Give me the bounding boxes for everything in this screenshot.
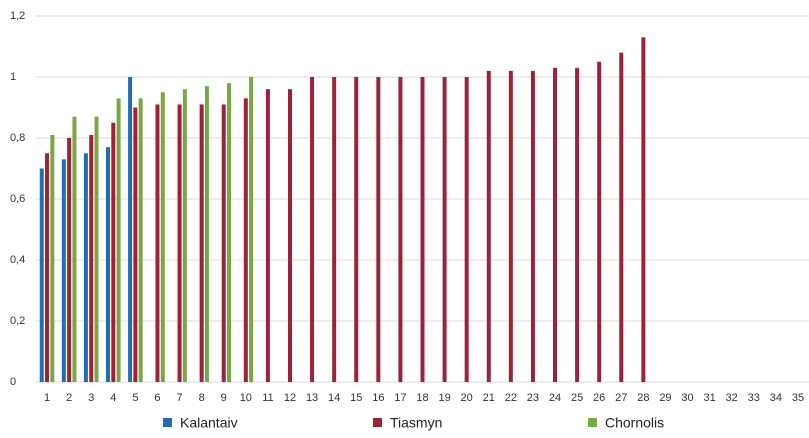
bar <box>508 70 513 383</box>
x-tick-label: 4 <box>110 392 116 404</box>
bar <box>376 77 381 382</box>
x-tick-label: 8 <box>199 392 205 404</box>
bar <box>243 98 248 382</box>
bar <box>50 134 55 382</box>
y-tick-label: 0,6 <box>10 193 25 205</box>
bar <box>530 70 535 383</box>
x-tick-label: 13 <box>306 392 318 404</box>
legend-label: Tiasmyn <box>390 415 442 431</box>
x-tick-label: 27 <box>615 392 627 404</box>
x-tick-label: 7 <box>176 392 182 404</box>
x-tick-label: 14 <box>328 392 340 404</box>
x-tick-label: 1 <box>44 392 50 404</box>
bar <box>67 138 72 382</box>
y-tick-label: 0 <box>10 376 16 388</box>
bar <box>199 104 204 382</box>
x-tick-label: 33 <box>748 392 760 404</box>
x-tick-label: 2 <box>66 392 72 404</box>
bar <box>39 168 44 382</box>
x-tick-label: 34 <box>770 392 782 404</box>
bar <box>116 98 121 382</box>
x-tick-label: 11 <box>262 392 273 404</box>
y-tick-label: 0,2 <box>10 315 25 327</box>
bar <box>553 67 558 382</box>
y-tick-label: 0,8 <box>10 132 25 144</box>
x-tick-label: 5 <box>132 392 138 404</box>
legend-swatch <box>373 418 382 427</box>
x-tick-label: 21 <box>483 392 495 404</box>
y-tick-label: 1 <box>10 71 16 83</box>
bar <box>310 77 315 382</box>
bar <box>204 86 209 383</box>
bar <box>227 83 232 382</box>
x-tick-label: 23 <box>527 392 539 404</box>
legend-label: Chornolis <box>605 415 664 431</box>
bar <box>420 77 425 382</box>
x-tick-label: 26 <box>593 392 605 404</box>
legend-label: Kalantaiv <box>180 415 238 431</box>
x-tick-label: 12 <box>284 392 296 404</box>
x-tick-label: 10 <box>240 392 252 404</box>
bar <box>442 77 447 382</box>
bar <box>155 104 160 382</box>
bar <box>106 147 110 382</box>
bar <box>398 77 403 382</box>
bar <box>45 153 50 382</box>
x-tick-label: 15 <box>350 392 362 404</box>
y-tick-label: 0,4 <box>10 254 25 266</box>
x-tick-label: 24 <box>549 392 561 404</box>
bar <box>265 89 270 382</box>
bar <box>354 77 359 382</box>
bar <box>83 153 88 382</box>
x-tick-label: 17 <box>394 392 406 404</box>
bar <box>287 89 292 382</box>
bar <box>160 92 165 382</box>
x-tick-label: 20 <box>461 392 473 404</box>
x-tick-label: 31 <box>703 392 715 404</box>
bar <box>464 77 469 382</box>
bar <box>72 116 77 383</box>
x-tick-label: 18 <box>416 392 428 404</box>
bar <box>94 116 99 383</box>
x-tick-label: 29 <box>659 392 671 404</box>
x-tick-label: 19 <box>438 392 450 404</box>
bar <box>597 61 602 382</box>
x-tick-label: 3 <box>88 392 94 404</box>
bar <box>486 70 491 383</box>
y-tick-label: 1,2 <box>10 10 25 22</box>
x-tick-label: 6 <box>154 392 160 404</box>
bar <box>575 67 580 382</box>
x-tick-label: 25 <box>571 392 583 404</box>
bar <box>177 104 182 382</box>
x-tick-label: 35 <box>792 392 804 404</box>
bar <box>111 122 116 382</box>
bar <box>133 107 138 382</box>
bar <box>249 77 254 382</box>
bar <box>138 98 143 382</box>
legend-swatch <box>163 418 172 427</box>
bar <box>61 159 66 382</box>
bar <box>128 77 133 382</box>
x-tick-label: 28 <box>637 392 649 404</box>
x-tick-label: 22 <box>505 392 517 404</box>
x-tick-label: 9 <box>221 392 227 404</box>
bar <box>221 104 226 382</box>
legend-swatch <box>588 418 597 427</box>
x-tick-label: 30 <box>681 392 693 404</box>
bar <box>619 52 624 382</box>
bar <box>641 37 646 382</box>
x-tick-label: 32 <box>726 392 738 404</box>
x-tick-label: 16 <box>372 392 384 404</box>
bar <box>182 89 187 382</box>
bar <box>332 77 337 382</box>
bar <box>89 134 94 382</box>
